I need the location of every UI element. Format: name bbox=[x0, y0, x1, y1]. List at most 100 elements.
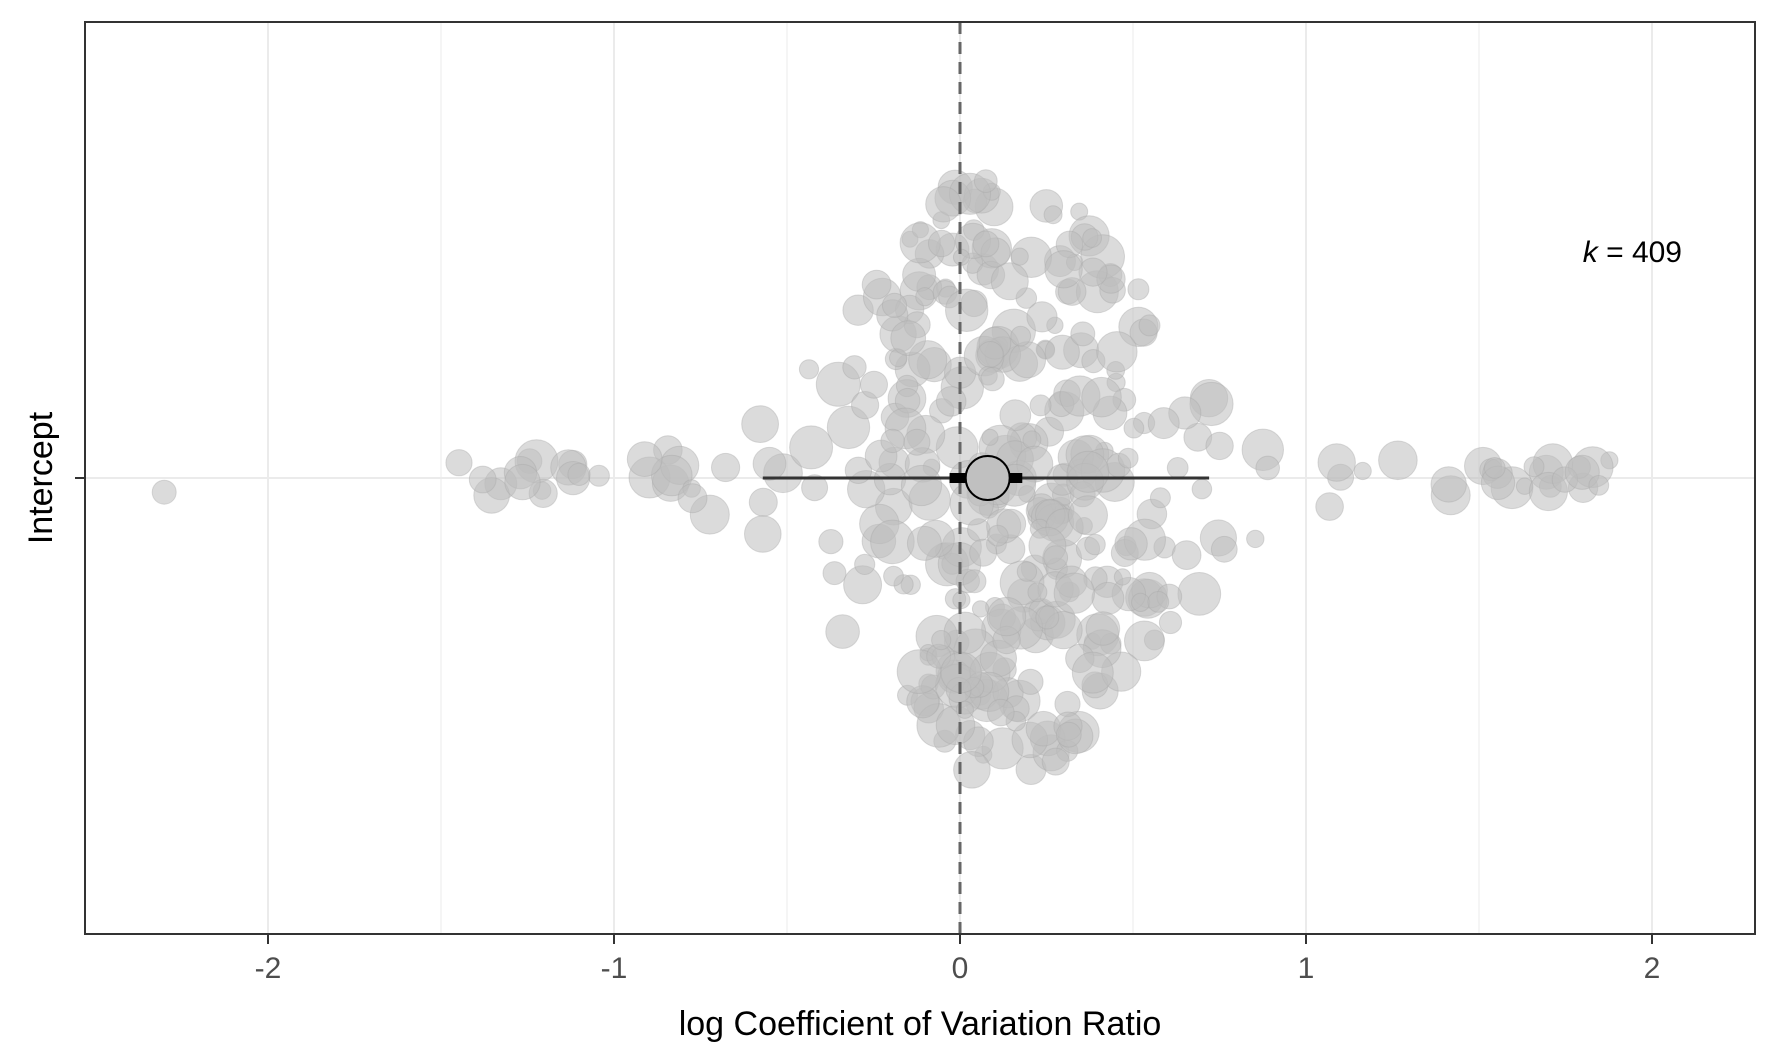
data-point-94 bbox=[711, 452, 741, 483]
data-point-335 bbox=[890, 320, 927, 357]
data-point-367 bbox=[1081, 376, 1122, 418]
data-point-330 bbox=[1177, 572, 1222, 616]
data-point-286 bbox=[1091, 581, 1125, 615]
data-point-310 bbox=[1255, 455, 1280, 481]
data-point-400 bbox=[1191, 478, 1213, 500]
data-point-323 bbox=[1041, 747, 1070, 776]
data-point-389 bbox=[468, 465, 497, 494]
data-point-406 bbox=[986, 524, 1009, 547]
data-point-364 bbox=[962, 569, 987, 594]
data-point-263 bbox=[1026, 301, 1058, 333]
data-point-398 bbox=[1147, 591, 1170, 613]
data-point-214 bbox=[883, 565, 904, 587]
data-point-404 bbox=[504, 463, 541, 501]
x-tick-label-2: 2 bbox=[1644, 952, 1661, 985]
data-point-381 bbox=[903, 428, 931, 456]
data-point-245 bbox=[881, 292, 908, 318]
data-point-337 bbox=[1068, 495, 1108, 536]
data-point-127 bbox=[1124, 620, 1165, 662]
data-point-396 bbox=[945, 288, 989, 332]
data-point-325 bbox=[1158, 610, 1183, 635]
data-point-405 bbox=[1010, 247, 1029, 266]
data-point-366 bbox=[1117, 447, 1139, 469]
data-point-322 bbox=[1085, 611, 1121, 646]
data-point-66 bbox=[1166, 457, 1189, 479]
data-point-393 bbox=[1113, 568, 1132, 586]
data-point-60 bbox=[1353, 461, 1372, 481]
data-point-271 bbox=[1210, 535, 1238, 563]
data-point-314 bbox=[986, 596, 1027, 637]
data-point-334 bbox=[860, 370, 888, 399]
data-point-0 bbox=[151, 479, 177, 505]
data-point-355 bbox=[1378, 440, 1418, 481]
data-point-319 bbox=[972, 230, 1000, 258]
data-point-391 bbox=[677, 483, 708, 514]
data-point-317 bbox=[981, 428, 999, 446]
data-point-297 bbox=[971, 600, 990, 618]
data-point-25 bbox=[748, 487, 778, 517]
data-point-109 bbox=[1246, 529, 1265, 549]
data-point-150 bbox=[1430, 466, 1467, 503]
data-point-303 bbox=[1123, 417, 1145, 439]
x-tick-label-1: 1 bbox=[1298, 952, 1315, 985]
data-point-386 bbox=[1114, 527, 1148, 561]
data-point-333 bbox=[976, 341, 1004, 368]
data-point-350 bbox=[943, 611, 987, 655]
data-point-147 bbox=[818, 529, 844, 555]
data-point-244 bbox=[1043, 205, 1063, 225]
data-point-353 bbox=[1096, 331, 1138, 373]
data-point-251 bbox=[842, 355, 867, 380]
data-point-178 bbox=[744, 515, 782, 553]
x-tick-label--2: -2 bbox=[255, 952, 282, 985]
y-axis-title: Intercept bbox=[22, 411, 60, 544]
data-point-373 bbox=[987, 698, 1015, 727]
data-point-359 bbox=[927, 229, 956, 258]
data-point-91 bbox=[999, 399, 1032, 432]
data-point-346 bbox=[651, 454, 693, 497]
data-point-342 bbox=[969, 538, 998, 567]
data-point-397 bbox=[1131, 592, 1151, 613]
data-point-29 bbox=[822, 561, 847, 586]
summary-estimate-group bbox=[762, 455, 1210, 501]
data-point-399 bbox=[1523, 456, 1545, 478]
data-point-390 bbox=[1067, 450, 1110, 493]
data-points bbox=[151, 169, 1619, 789]
data-point-384 bbox=[1071, 651, 1114, 694]
data-point-362 bbox=[1010, 325, 1032, 347]
data-point-401 bbox=[1149, 487, 1171, 509]
data-point-153 bbox=[1315, 492, 1344, 521]
data-point-326 bbox=[1483, 457, 1506, 479]
data-point-408 bbox=[906, 525, 942, 561]
annotation-k-rest: = 409 bbox=[1598, 236, 1682, 269]
data-point-379 bbox=[973, 169, 998, 194]
x-tick-label-0: 0 bbox=[952, 952, 969, 985]
data-point-403 bbox=[789, 425, 834, 470]
data-point-348 bbox=[1027, 582, 1048, 603]
data-point-283 bbox=[980, 366, 1005, 392]
data-point-165 bbox=[854, 553, 876, 576]
data-point-137 bbox=[741, 405, 779, 444]
data-point-167 bbox=[935, 386, 967, 417]
data-point-371 bbox=[1016, 561, 1038, 582]
data-point-312 bbox=[1147, 407, 1180, 440]
data-point-402 bbox=[1043, 545, 1069, 571]
data-point-298 bbox=[1029, 394, 1052, 417]
data-point-339 bbox=[798, 359, 820, 380]
data-point-336 bbox=[567, 462, 591, 486]
data-point-395 bbox=[1053, 572, 1096, 614]
data-point-318 bbox=[1317, 443, 1356, 482]
data-point-407 bbox=[925, 186, 962, 223]
data-point-361 bbox=[990, 262, 1029, 301]
data-point-358 bbox=[1078, 257, 1108, 287]
data-point-374 bbox=[1588, 475, 1610, 496]
data-point-208 bbox=[1009, 341, 1047, 379]
data-point-378 bbox=[1055, 721, 1082, 748]
data-point-2 bbox=[1127, 278, 1150, 301]
data-point-375 bbox=[626, 441, 663, 478]
x-tick-label--1: -1 bbox=[601, 952, 628, 985]
data-point-193 bbox=[445, 449, 473, 477]
data-point-175 bbox=[1138, 314, 1161, 337]
x-axis: -2 -1 0 1 2 bbox=[255, 934, 1661, 985]
data-point-340 bbox=[1084, 533, 1106, 556]
